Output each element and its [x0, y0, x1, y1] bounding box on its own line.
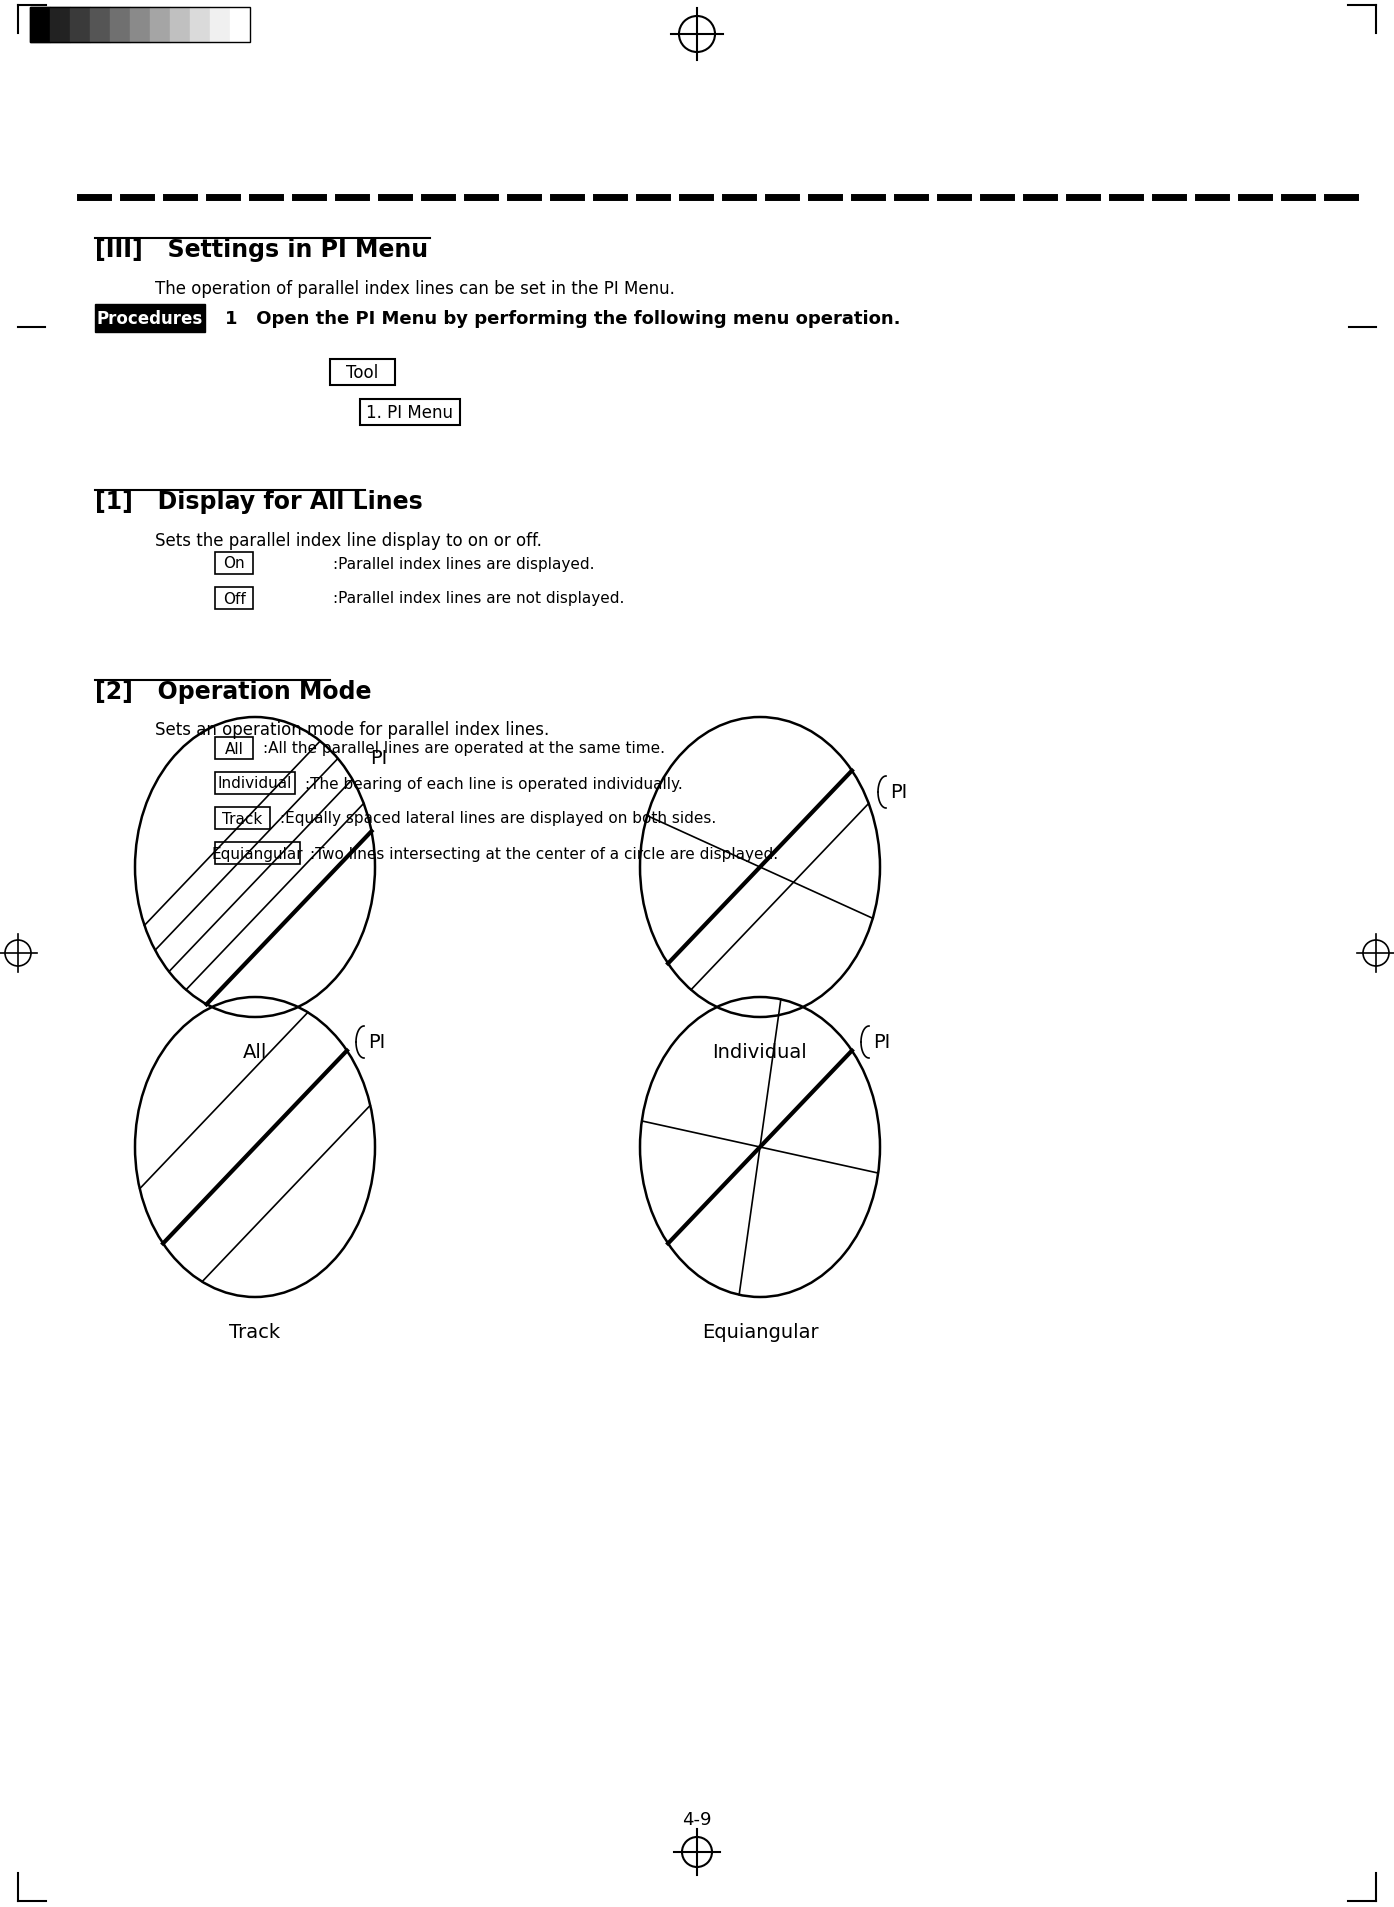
Bar	[215, 843, 300, 864]
Bar	[215, 807, 270, 830]
Text: :The bearing of each line is operated individually.: :The bearing of each line is operated in…	[305, 776, 683, 791]
Bar	[70, 8, 91, 44]
Text: Track: Track	[223, 810, 262, 826]
Text: PI: PI	[369, 748, 388, 767]
Text: Track: Track	[230, 1322, 280, 1341]
Bar	[190, 8, 210, 44]
Bar	[110, 8, 130, 44]
Text: [III]   Settings in PI Menu: [III] Settings in PI Menu	[95, 238, 428, 261]
Text: :All the parallel lines are operated at the same time.: :All the parallel lines are operated at …	[263, 742, 665, 755]
Bar	[31, 8, 250, 44]
Bar	[215, 553, 252, 574]
Text: Equiangular: Equiangular	[212, 847, 304, 862]
Bar	[31, 8, 50, 44]
Text: Individual: Individual	[712, 1043, 807, 1062]
Bar	[215, 587, 252, 610]
Text: Sets the parallel index line display to on or off.: Sets the parallel index line display to …	[155, 532, 542, 549]
Bar	[95, 305, 205, 334]
Text: Individual: Individual	[217, 776, 293, 791]
Text: Equiangular: Equiangular	[701, 1322, 818, 1341]
Text: :Parallel index lines are not displayed.: :Parallel index lines are not displayed.	[333, 591, 625, 606]
Bar	[330, 360, 395, 385]
Bar	[91, 8, 110, 44]
Text: PI: PI	[873, 1034, 891, 1053]
Text: :Parallel index lines are displayed.: :Parallel index lines are displayed.	[333, 557, 594, 572]
Text: :Equally spaced lateral lines are displayed on both sides.: :Equally spaced lateral lines are displa…	[280, 810, 717, 826]
Bar	[360, 400, 460, 425]
Text: The operation of parallel index lines can be set in the PI Menu.: The operation of parallel index lines ca…	[155, 280, 675, 297]
Text: Off: Off	[223, 591, 245, 606]
Text: Sets an operation mode for parallel index lines.: Sets an operation mode for parallel inde…	[155, 721, 549, 738]
Text: [1]   Display for All Lines: [1] Display for All Lines	[95, 490, 422, 513]
Text: 4-9: 4-9	[682, 1810, 712, 1829]
Bar	[210, 8, 230, 44]
Text: Tool: Tool	[346, 364, 379, 381]
Text: All: All	[224, 742, 244, 755]
Text: [2]   Operation Mode: [2] Operation Mode	[95, 679, 371, 704]
Bar	[215, 738, 252, 759]
Text: Procedures: Procedures	[96, 309, 204, 328]
Text: All: All	[243, 1043, 268, 1062]
Text: 1   Open the PI Menu by performing the following menu operation.: 1 Open the PI Menu by performing the fol…	[224, 309, 901, 328]
Text: :Two lines intersecting at the center of a circle are displayed.: :Two lines intersecting at the center of…	[309, 847, 778, 862]
Text: On: On	[223, 557, 245, 572]
Bar	[50, 8, 70, 44]
Bar	[230, 8, 250, 44]
Text: PI: PI	[889, 784, 907, 803]
Text: PI: PI	[368, 1034, 385, 1053]
Bar	[130, 8, 151, 44]
Bar	[170, 8, 190, 44]
Bar	[151, 8, 170, 44]
Bar	[215, 772, 296, 795]
Text: 1. PI Menu: 1. PI Menu	[367, 404, 453, 421]
